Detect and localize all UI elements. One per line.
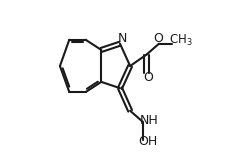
Text: CH$_3$: CH$_3$ bbox=[169, 33, 193, 48]
Text: O: O bbox=[153, 32, 163, 46]
Text: O: O bbox=[144, 71, 153, 84]
Text: N: N bbox=[118, 32, 127, 46]
Text: OH: OH bbox=[138, 135, 158, 149]
Text: NH: NH bbox=[139, 114, 158, 127]
